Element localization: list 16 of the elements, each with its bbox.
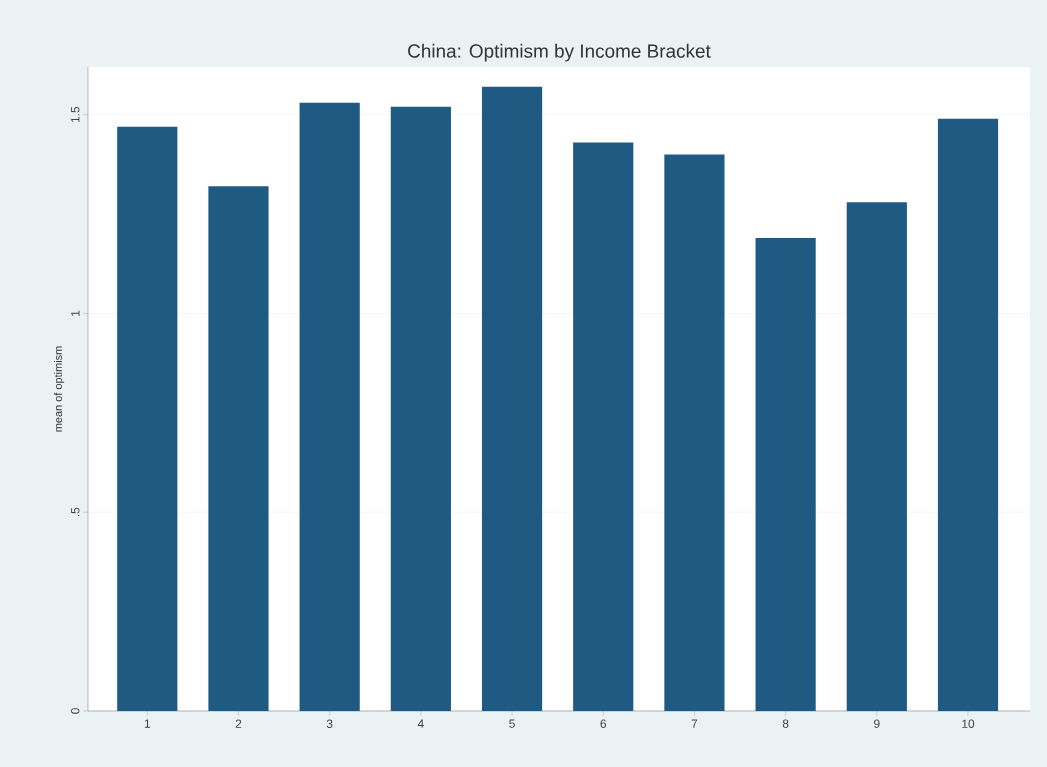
x-tick-label: 4 (417, 719, 424, 728)
x-tick-label: 3 (326, 719, 333, 728)
x-tick-label: 10 (962, 719, 975, 728)
chart-title: China: Optimism by Income Bracket (408, 43, 711, 62)
x-tick-label: 6 (600, 719, 607, 728)
y-axis-title: mean of optimism (53, 346, 65, 432)
y-tick-label: 1 (71, 310, 80, 316)
x-tick-label: 7 (691, 719, 698, 728)
x-tick-label: 1 (144, 719, 151, 728)
y-tick-label: 0 (71, 708, 80, 714)
x-tick-label: 5 (509, 719, 515, 728)
x-tick-label: 2 (235, 719, 242, 728)
y-tick-label: 1.5 (71, 106, 80, 123)
x-tick-label: 8 (782, 719, 789, 728)
y-tick-label: .5 (71, 507, 80, 517)
x-tick-label: 9 (874, 719, 880, 728)
